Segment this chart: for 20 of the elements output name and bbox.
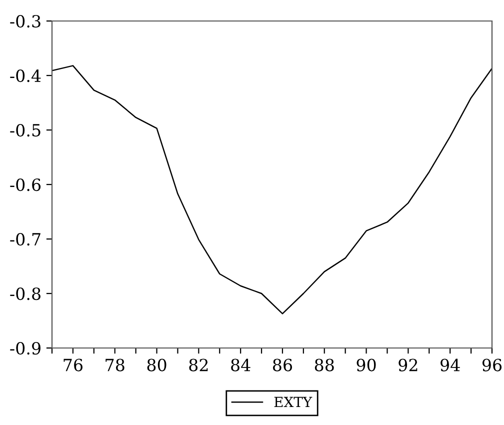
x-tick-label: 96 xyxy=(482,358,502,372)
y-tick-label: -0.6 xyxy=(10,178,41,192)
x-tick-label: 84 xyxy=(231,358,250,372)
line-series xyxy=(52,65,492,314)
x-tick-label: 90 xyxy=(356,358,376,372)
x-tick-label: 88 xyxy=(314,358,334,372)
y-tick-label: -0.4 xyxy=(10,69,41,82)
x-tick-label: 80 xyxy=(147,358,166,372)
x-tick-label: 94 xyxy=(440,358,460,372)
x-tick-label: 82 xyxy=(189,358,208,372)
x-tick-label: 78 xyxy=(106,358,124,372)
x-tick-label: 86 xyxy=(272,358,292,372)
y-tick-label: -0.3 xyxy=(10,14,40,28)
y-tick-label: -0.5 xyxy=(10,124,40,137)
y-tick-label: -0.7 xyxy=(10,232,40,246)
y-tick-label: -0.8 xyxy=(10,287,40,300)
x-tick-label: 92 xyxy=(398,358,418,372)
legend-label: EXTY xyxy=(274,396,312,408)
y-tick-label: -0.9 xyxy=(10,342,40,355)
x-tick-label: 76 xyxy=(64,358,83,372)
